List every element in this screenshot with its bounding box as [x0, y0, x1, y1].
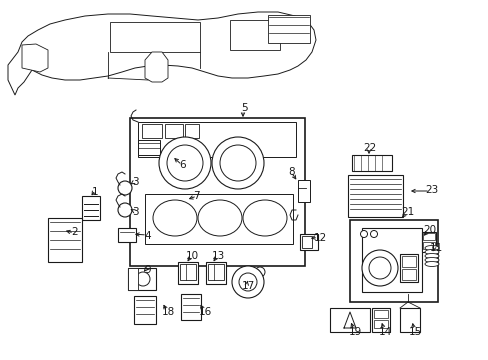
Bar [299, 234, 317, 250]
Ellipse shape [153, 200, 197, 236]
Bar [130, 118, 305, 266]
Bar [82, 196, 100, 220]
Bar [349, 220, 437, 302]
Circle shape [360, 230, 367, 238]
Bar [178, 262, 198, 284]
Bar [351, 155, 391, 171]
Text: 22: 22 [363, 143, 376, 153]
Text: 18: 18 [161, 307, 174, 317]
Text: 21: 21 [401, 207, 414, 217]
Text: 4: 4 [144, 231, 151, 241]
Circle shape [212, 137, 264, 189]
Bar [184, 124, 199, 138]
Text: 10: 10 [185, 251, 198, 261]
Circle shape [215, 267, 224, 277]
Bar [138, 122, 295, 157]
Text: 12: 12 [313, 233, 326, 243]
Text: 20: 20 [423, 225, 436, 235]
Bar [422, 242, 434, 249]
Ellipse shape [198, 200, 242, 236]
Text: 3: 3 [131, 177, 138, 187]
Bar [128, 268, 138, 290]
Polygon shape [110, 22, 200, 52]
Circle shape [159, 137, 210, 189]
Text: 11: 11 [428, 243, 442, 253]
Text: 17: 17 [241, 281, 254, 291]
Bar [229, 20, 280, 50]
Bar [302, 236, 311, 248]
Text: 14: 14 [378, 327, 391, 337]
Text: 16: 16 [198, 307, 211, 317]
Text: 15: 15 [407, 327, 421, 337]
Text: 13: 13 [211, 251, 224, 261]
Circle shape [167, 145, 203, 181]
Bar [128, 268, 156, 290]
Circle shape [231, 266, 264, 298]
Bar [164, 124, 183, 138]
Bar [267, 15, 309, 43]
Bar [138, 140, 160, 155]
Bar [371, 308, 389, 332]
Circle shape [220, 145, 256, 181]
Bar [145, 194, 292, 244]
Bar [373, 320, 387, 328]
Bar [399, 254, 417, 282]
Text: 6: 6 [179, 160, 186, 170]
Bar [347, 175, 402, 217]
Text: 7: 7 [192, 191, 199, 201]
Circle shape [370, 230, 377, 238]
Bar [181, 294, 201, 320]
Text: 2: 2 [72, 227, 78, 237]
Ellipse shape [424, 249, 438, 255]
Polygon shape [22, 44, 48, 72]
Circle shape [118, 203, 132, 217]
Ellipse shape [424, 253, 438, 258]
Ellipse shape [243, 200, 286, 236]
Bar [361, 228, 421, 292]
Bar [207, 264, 224, 280]
Circle shape [361, 250, 397, 286]
Bar [297, 180, 309, 202]
Bar [373, 310, 387, 318]
Bar [118, 228, 136, 242]
Text: 23: 23 [425, 185, 438, 195]
Text: 1: 1 [92, 187, 98, 197]
Bar [48, 218, 82, 262]
Bar [329, 308, 369, 332]
Bar [422, 233, 434, 240]
Bar [205, 262, 225, 284]
Bar [180, 264, 196, 280]
Bar [399, 308, 419, 332]
Circle shape [239, 273, 257, 291]
Bar [134, 296, 156, 324]
Bar [142, 124, 162, 138]
Bar [401, 269, 415, 280]
Ellipse shape [424, 261, 438, 266]
Circle shape [118, 181, 132, 195]
Circle shape [136, 272, 150, 286]
Text: 5: 5 [240, 103, 247, 113]
Text: 9: 9 [144, 265, 151, 275]
Bar [421, 232, 435, 252]
Circle shape [254, 267, 264, 277]
Text: 8: 8 [288, 167, 295, 177]
Text: 19: 19 [347, 327, 361, 337]
Ellipse shape [424, 246, 438, 251]
Polygon shape [145, 52, 168, 82]
Text: 3: 3 [131, 207, 138, 217]
Bar [401, 256, 415, 267]
Polygon shape [8, 12, 315, 95]
Circle shape [368, 257, 390, 279]
Ellipse shape [424, 257, 438, 262]
